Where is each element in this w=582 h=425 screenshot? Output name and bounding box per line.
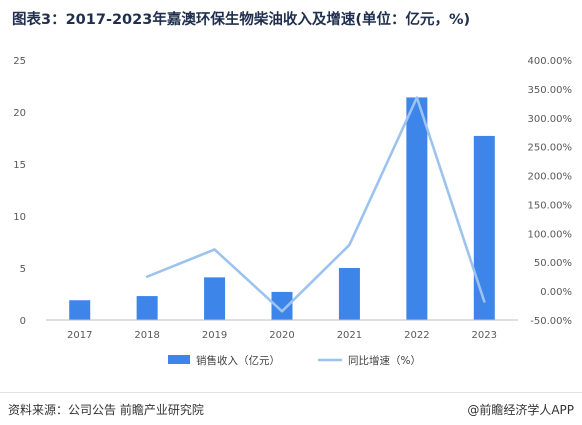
footer: 资料来源：公司公告 前瞻产业研究院 @前瞻经济学人APP	[0, 392, 582, 425]
left-tick-label: 20	[13, 108, 26, 119]
x-tick-label: 2021	[337, 330, 362, 341]
bar-2017	[69, 300, 90, 320]
right-tick-label: -50.00%	[530, 316, 572, 327]
growth-line-layer	[147, 97, 484, 311]
right-tick-label: 0.00%	[540, 287, 572, 298]
x-tick-label: 2023	[472, 330, 497, 341]
source-note: 资料来源：公司公告 前瞻产业研究院	[8, 401, 204, 418]
bar-2021	[339, 268, 360, 320]
left-axis-ticks: 0 5 10 15 20 25	[13, 56, 26, 327]
x-tick-label: 2017	[67, 330, 92, 341]
legend-label-growth: 同比增速（%）	[348, 354, 421, 367]
x-tick-label: 2022	[404, 330, 429, 341]
legend-label-revenue: 销售收入（亿元）	[196, 354, 280, 367]
growth-line	[147, 98, 484, 312]
legend: 销售收入（亿元） 同比增速（%）	[168, 354, 421, 367]
left-tick-label: 10	[13, 212, 26, 223]
right-axis-ticks: -50.00% 0.00% 50.00% 100.00% 150.00% 200.00% 2…	[528, 56, 573, 327]
x-tick-label: 2018	[134, 330, 159, 341]
bar-2022	[406, 97, 427, 320]
left-tick-label: 25	[13, 56, 26, 67]
left-tick-label: 15	[13, 160, 26, 171]
bar-2023	[474, 136, 495, 320]
right-tick-label: 350.00%	[528, 85, 573, 96]
x-axis-ticks: 2017 2018 2019 2020 2021 2022 2023	[67, 330, 497, 341]
right-tick-label: 100.00%	[528, 229, 573, 240]
right-tick-label: 150.00%	[528, 200, 573, 211]
bars-layer	[69, 97, 495, 320]
right-tick-label: 50.00%	[534, 258, 572, 269]
right-tick-label: 400.00%	[528, 56, 573, 67]
right-tick-label: 250.00%	[528, 143, 573, 154]
legend-swatch-revenue	[168, 355, 190, 364]
left-tick-label: 0	[20, 316, 26, 327]
bar-2019	[204, 277, 225, 320]
left-tick-label: 5	[20, 264, 26, 275]
right-tick-label: 200.00%	[528, 172, 573, 183]
x-tick-label: 2019	[202, 330, 227, 341]
bar-2018	[137, 296, 158, 320]
brand-credit: @前瞻经济学人APP	[467, 401, 574, 418]
right-tick-label: 300.00%	[528, 114, 573, 125]
x-tick-label: 2020	[269, 330, 294, 341]
chart: 0 5 10 15 20 25 -50.00% 0.00% 50.00% 100.00% 150.…	[0, 0, 582, 392]
